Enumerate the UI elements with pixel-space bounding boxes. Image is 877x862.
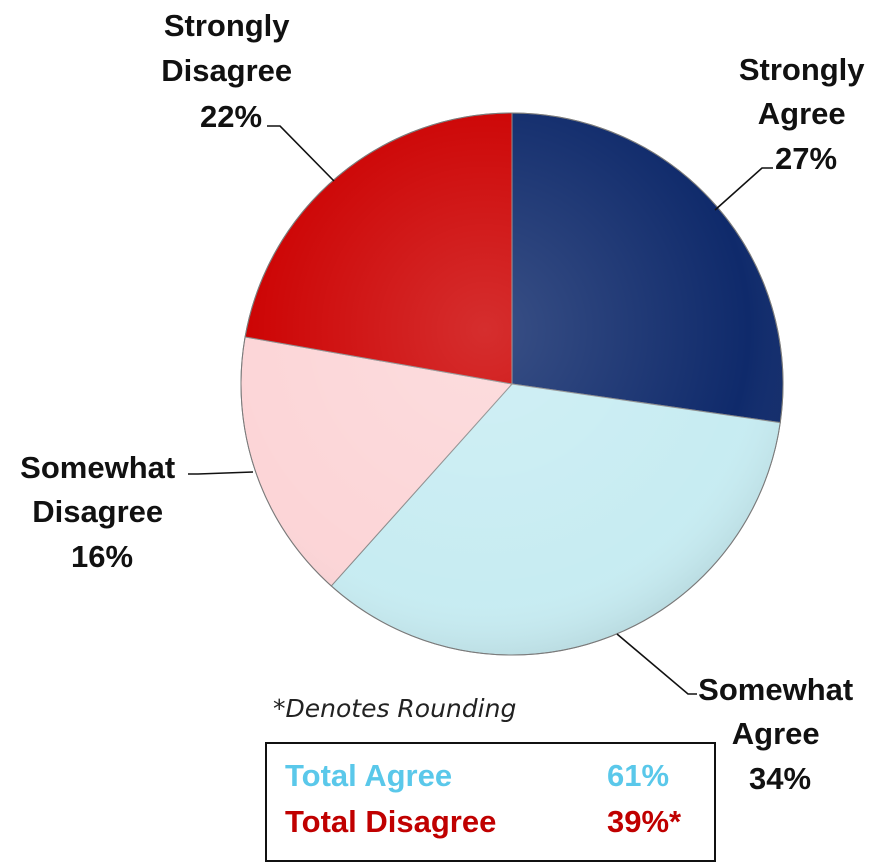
- total-disagree-label: Total Disagree: [285, 804, 497, 839]
- leader-line-strongly-agree: [714, 167, 773, 211]
- leader-line-somewhat-agree: [616, 633, 697, 695]
- pie-slice-strongly-disagree: [244, 112, 513, 385]
- total-agree-label: Total Agree: [285, 758, 453, 793]
- pie-slice-strongly-agree: [511, 112, 784, 424]
- leader-line-somewhat-disagree: [188, 471, 254, 475]
- label-line: Agree: [758, 96, 846, 131]
- label-percent: 16%: [71, 539, 133, 574]
- label-line: Agree: [732, 716, 820, 751]
- leader-line-strongly-disagree: [267, 125, 335, 182]
- total-agree-value: 61%: [607, 758, 670, 793]
- label-line: Disagree: [32, 494, 163, 529]
- label-line: Somewhat: [20, 450, 175, 485]
- label-percent: 27%: [775, 141, 837, 176]
- label-somewhat-disagree: Somewhat Disagree 16%: [20, 450, 184, 574]
- label-percent: 22%: [200, 99, 262, 134]
- label-strongly-agree: Strongly Agree 27%: [739, 52, 873, 176]
- totals-box: Total Agree 61% Total Disagree 39%*: [265, 742, 716, 862]
- footnote: *Denotes Rounding: [273, 694, 517, 723]
- label-percent: 34%: [749, 761, 811, 796]
- label-line: Strongly: [164, 8, 290, 43]
- total-disagree-value: 39%*: [607, 804, 682, 839]
- label-strongly-disagree: Strongly Disagree 22%: [161, 8, 301, 134]
- label-line: Somewhat: [698, 672, 853, 707]
- label-somewhat-agree: Somewhat Agree 34%: [698, 672, 862, 796]
- label-line: Strongly: [739, 52, 865, 87]
- label-line: Disagree: [161, 53, 292, 88]
